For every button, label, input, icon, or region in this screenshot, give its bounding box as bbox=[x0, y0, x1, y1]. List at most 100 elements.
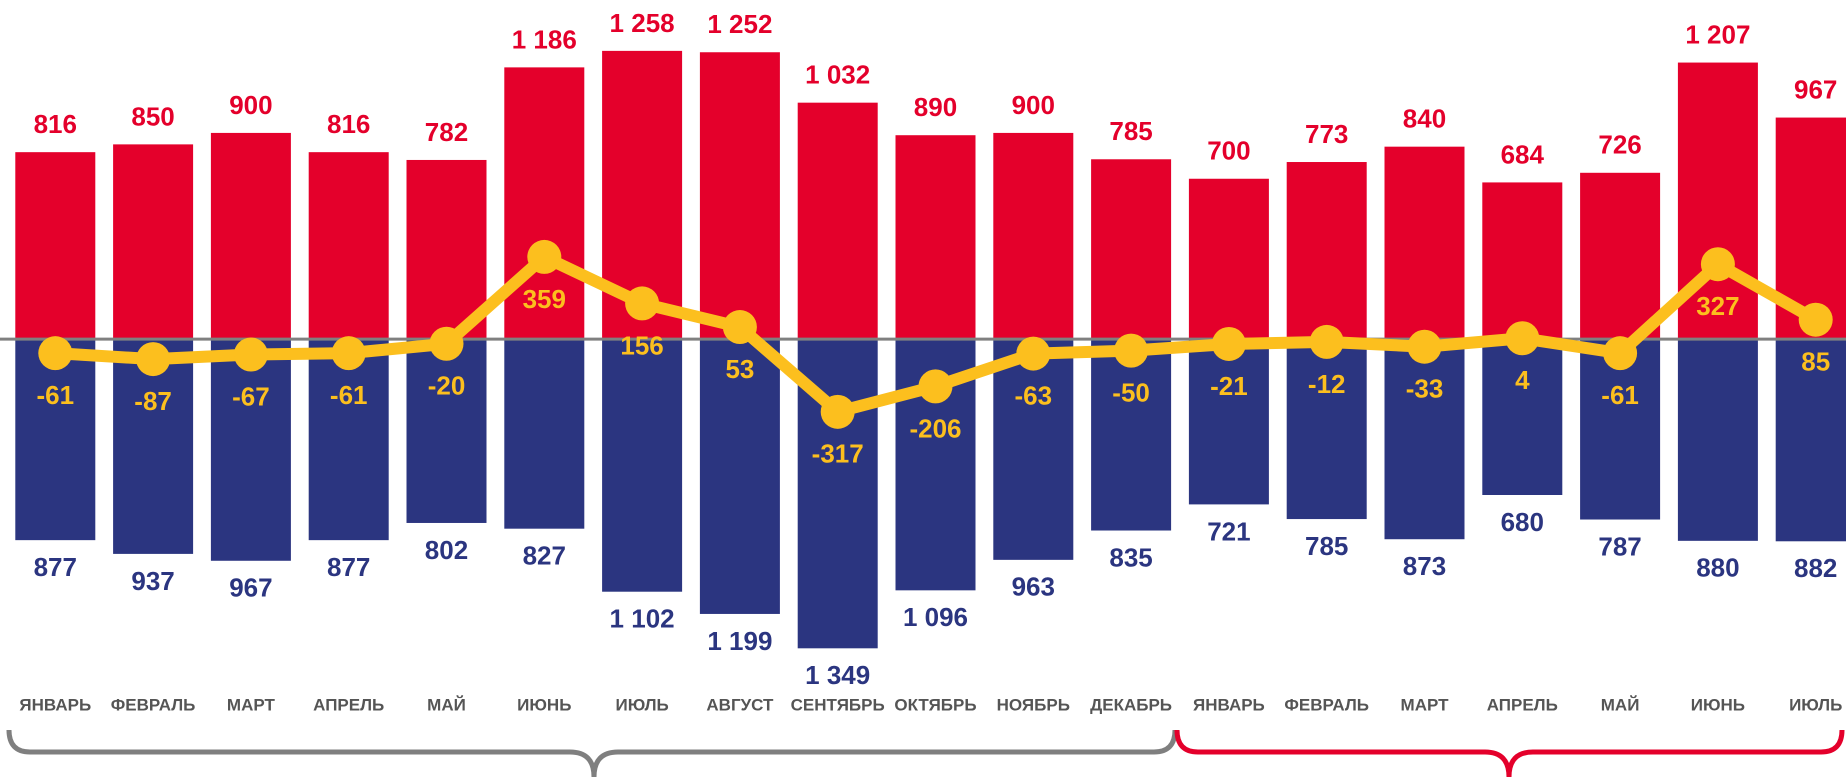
data-label: 359 bbox=[523, 284, 566, 314]
group-bracket bbox=[1174, 729, 1845, 778]
data-label: -33 bbox=[1406, 374, 1444, 404]
data-label: -12 bbox=[1308, 369, 1346, 399]
data-label: 327 bbox=[1696, 291, 1739, 321]
line-marker bbox=[820, 394, 855, 429]
x-tick-label: МАЙ bbox=[1601, 695, 1640, 714]
data-label: 1 252 bbox=[707, 9, 772, 39]
line-marker bbox=[625, 286, 660, 321]
bar bbox=[993, 132, 1074, 340]
data-label: 785 bbox=[1305, 531, 1348, 561]
data-label: 967 bbox=[1794, 74, 1837, 104]
data-label: 937 bbox=[131, 566, 174, 596]
x-tick-label: АПРЕЛЬ bbox=[1487, 695, 1558, 714]
bar bbox=[15, 339, 96, 541]
bar bbox=[1286, 339, 1367, 520]
bar bbox=[504, 67, 585, 340]
bar bbox=[15, 152, 96, 340]
data-label: 1 258 bbox=[610, 8, 675, 38]
bar bbox=[1188, 339, 1269, 505]
data-label: 802 bbox=[425, 535, 468, 565]
data-label: 877 bbox=[327, 552, 370, 582]
data-label: 785 bbox=[1109, 116, 1152, 146]
data-label: 4 bbox=[1515, 365, 1530, 395]
data-label: 840 bbox=[1403, 104, 1446, 134]
x-tick-label: МАРТ bbox=[227, 695, 276, 714]
x-tick-label: ИЮНЬ bbox=[1691, 695, 1745, 714]
data-label: 880 bbox=[1696, 553, 1739, 583]
data-label: 85 bbox=[1801, 347, 1830, 377]
data-label: -20 bbox=[428, 371, 466, 401]
x-tick-label: НОЯБРЬ bbox=[997, 695, 1070, 714]
bar bbox=[210, 132, 291, 340]
line-marker bbox=[1016, 336, 1051, 371]
bar bbox=[1091, 339, 1172, 531]
x-tick-label: АПРЕЛЬ bbox=[313, 695, 384, 714]
bar bbox=[1384, 146, 1465, 340]
data-label: 835 bbox=[1109, 542, 1152, 572]
data-label: -61 bbox=[37, 380, 75, 410]
x-tick-label: ЯНВАРЬ bbox=[19, 695, 91, 714]
data-label: -317 bbox=[812, 439, 864, 469]
data-label: 963 bbox=[1012, 572, 1055, 602]
data-label: 53 bbox=[725, 354, 754, 384]
x-tick-label: ФЕВРАЛЬ bbox=[111, 695, 196, 714]
bar bbox=[1091, 159, 1172, 340]
data-label: 890 bbox=[914, 92, 957, 122]
bar bbox=[1677, 339, 1758, 541]
data-label: 680 bbox=[1501, 507, 1544, 537]
line-marker bbox=[1211, 326, 1246, 361]
data-label: 721 bbox=[1207, 516, 1250, 546]
data-label: -206 bbox=[909, 413, 961, 443]
data-label: 1 207 bbox=[1685, 19, 1750, 49]
bar bbox=[406, 159, 487, 340]
data-label: -63 bbox=[1015, 380, 1053, 410]
x-tick-label: ИЮЛЬ bbox=[615, 695, 668, 714]
data-label: 850 bbox=[131, 101, 174, 131]
bar bbox=[308, 152, 389, 340]
line-marker bbox=[38, 336, 73, 371]
data-label: 816 bbox=[34, 109, 77, 139]
line-marker bbox=[1700, 247, 1735, 282]
line-marker bbox=[136, 342, 171, 377]
data-label: 873 bbox=[1403, 551, 1446, 581]
data-label: 1 102 bbox=[610, 604, 675, 634]
x-tick-label: МАЙ bbox=[427, 695, 466, 714]
data-label: 967 bbox=[229, 573, 272, 603]
line-marker bbox=[1309, 324, 1344, 359]
line-marker bbox=[918, 369, 953, 404]
data-label: -50 bbox=[1112, 378, 1150, 408]
bar bbox=[1188, 178, 1269, 340]
line-marker bbox=[233, 337, 268, 372]
data-label: 900 bbox=[1012, 90, 1055, 120]
x-tick-label: ИЮЛЬ bbox=[1789, 695, 1842, 714]
x-tick-label: ДЕКАБРЬ bbox=[1090, 695, 1172, 714]
bar bbox=[699, 339, 780, 614]
data-label: 726 bbox=[1598, 130, 1641, 160]
data-label: 827 bbox=[523, 541, 566, 571]
data-label: 684 bbox=[1501, 139, 1545, 169]
bar bbox=[406, 339, 487, 523]
line-marker bbox=[527, 239, 562, 274]
bar bbox=[1384, 339, 1465, 540]
data-label: 156 bbox=[620, 330, 663, 360]
line-marker bbox=[1407, 329, 1442, 364]
bar bbox=[113, 144, 194, 340]
line-marker bbox=[1505, 321, 1540, 356]
line-marker bbox=[331, 336, 366, 371]
data-label: 1 096 bbox=[903, 602, 968, 632]
data-label: -61 bbox=[1601, 380, 1639, 410]
bar bbox=[797, 102, 878, 340]
data-label: 882 bbox=[1794, 553, 1837, 583]
bar bbox=[895, 135, 976, 340]
bar bbox=[602, 339, 683, 592]
bar bbox=[699, 52, 780, 340]
line-marker bbox=[429, 326, 464, 361]
line-marker bbox=[722, 310, 757, 345]
group-bracket bbox=[6, 729, 1178, 778]
data-label: 816 bbox=[327, 109, 370, 139]
x-tick-label: ИЮНЬ bbox=[517, 695, 571, 714]
bar bbox=[1286, 162, 1367, 340]
bar bbox=[308, 339, 389, 541]
data-label: 1 032 bbox=[805, 60, 870, 90]
